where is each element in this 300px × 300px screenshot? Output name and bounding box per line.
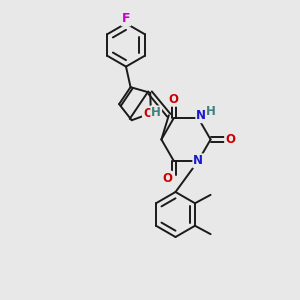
Text: H: H (206, 105, 216, 118)
Text: O: O (225, 133, 235, 146)
Text: F: F (122, 12, 130, 26)
Text: N: N (193, 154, 203, 167)
Text: O: O (162, 172, 172, 185)
Text: N: N (196, 109, 206, 122)
Text: O: O (143, 107, 153, 120)
Text: O: O (169, 93, 179, 106)
Text: H: H (151, 106, 161, 119)
